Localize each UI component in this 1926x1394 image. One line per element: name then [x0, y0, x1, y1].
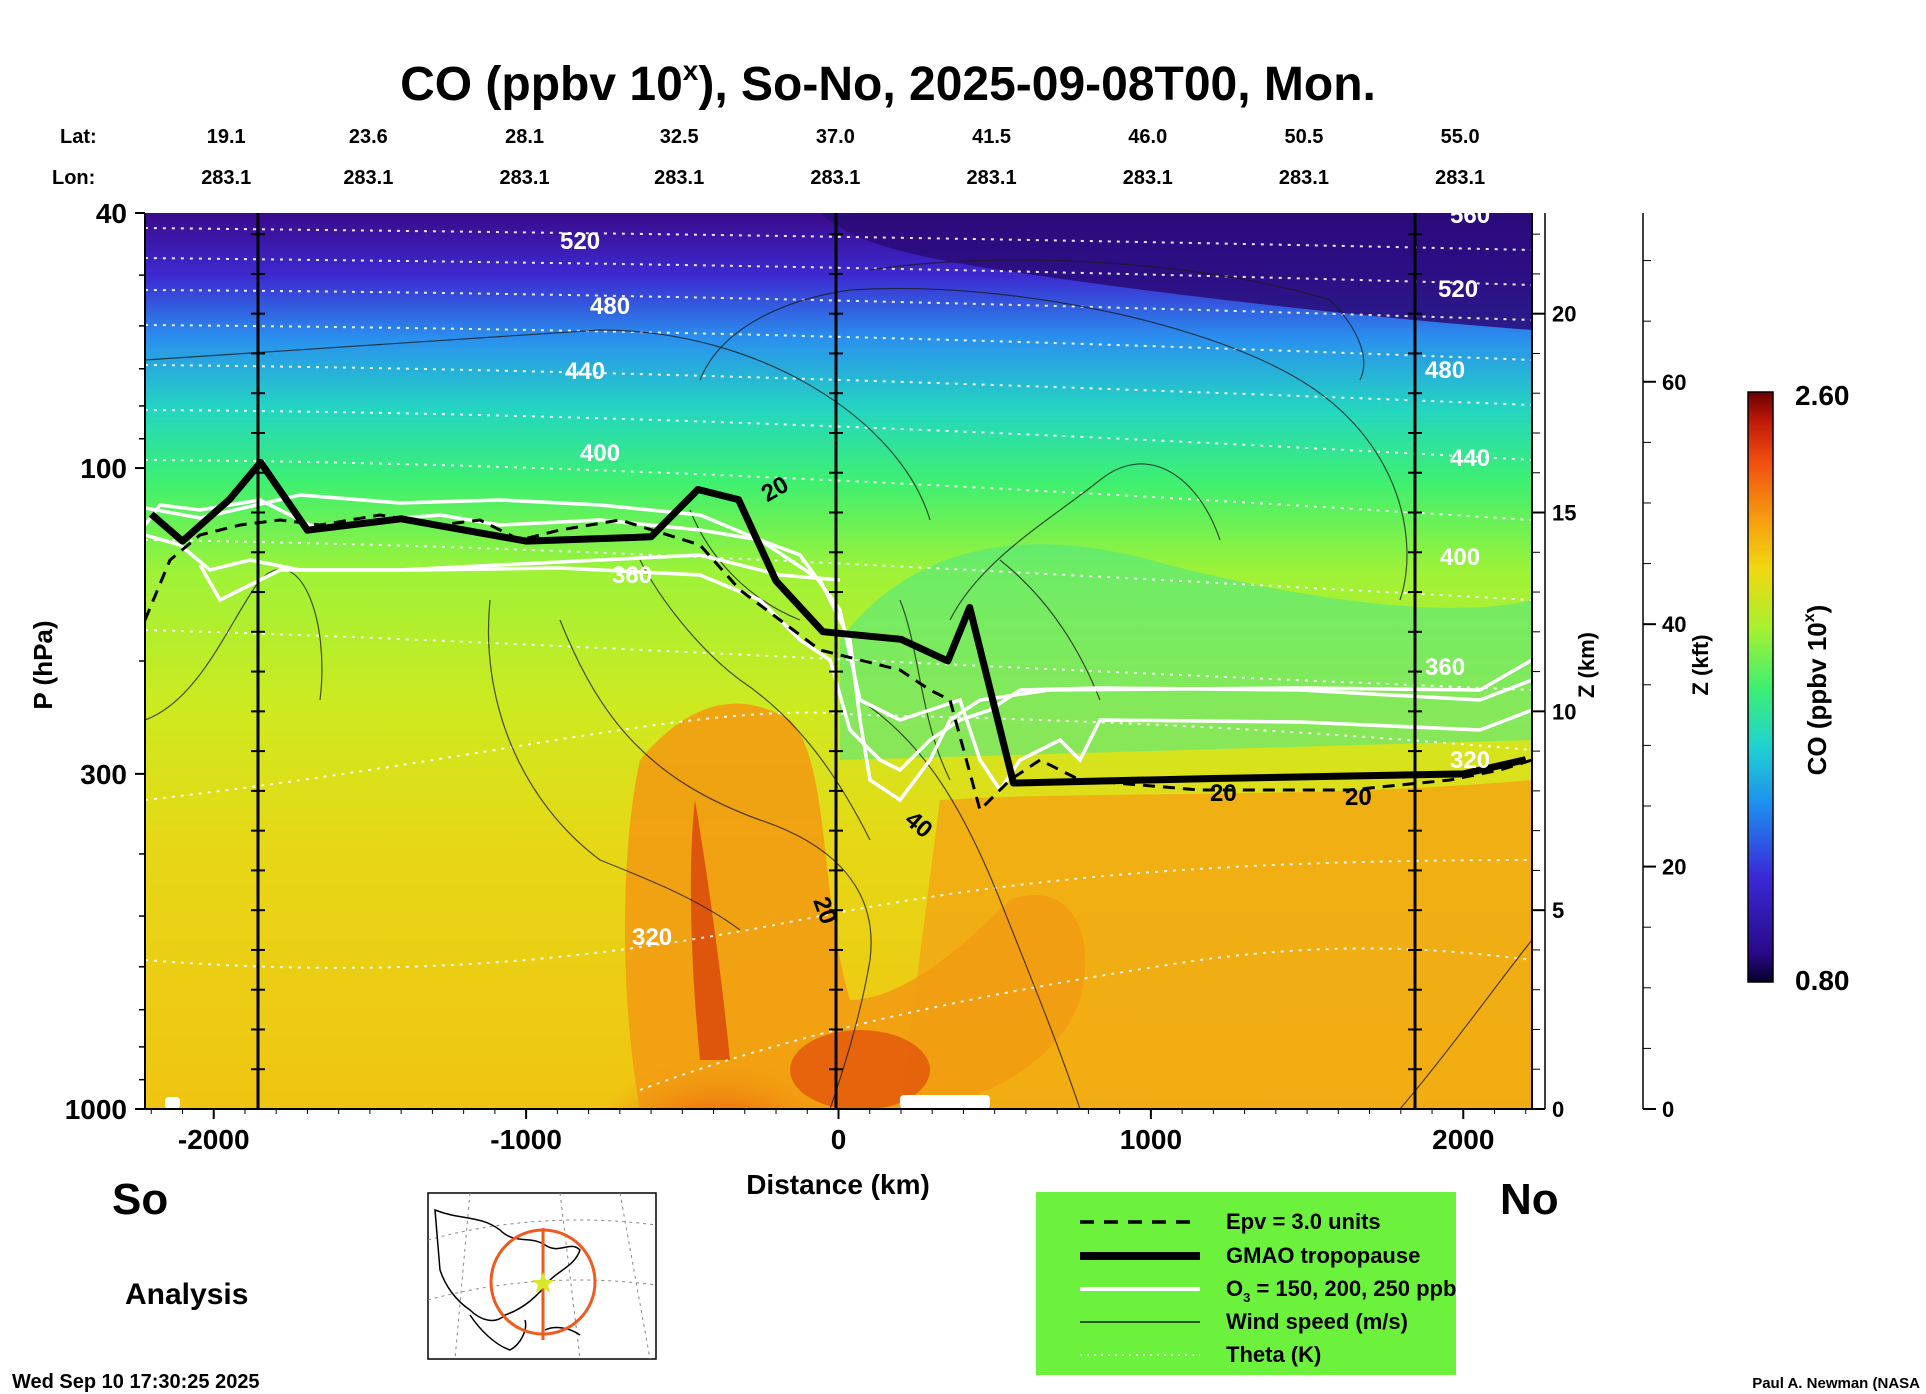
lat-tick-label: 46.0: [1128, 126, 1167, 148]
z-kft-tick-label: 40: [1662, 612, 1686, 637]
tropopause-line: [148, 458, 1527, 787]
y-tick-label: 100: [80, 453, 127, 484]
co-red-column: [690, 800, 730, 1060]
wind-label: 20: [1345, 784, 1372, 811]
x-axis-label: Distance (km): [746, 1169, 930, 1200]
theta-label: 520: [1438, 276, 1478, 303]
lat-label: Lat:: [60, 126, 97, 148]
lon-tick-label: 283.1: [810, 167, 860, 189]
location-map: [427, 1192, 657, 1360]
lat-tick-label: 50.5: [1284, 126, 1323, 148]
lat-tick-label: 23.6: [349, 126, 388, 148]
profile-ticks: [251, 233, 1422, 1071]
theta-label: 360: [1425, 654, 1465, 681]
lon-tick-label: 283.1: [1279, 167, 1329, 189]
blank-patch: [165, 1097, 180, 1109]
z-kft-axis-label: Z (kft): [1688, 634, 1713, 695]
theta-label: 400: [580, 440, 620, 467]
x-tick-label: 0: [831, 1124, 847, 1155]
lon-tick-label: 283.1: [654, 167, 704, 189]
z-km-tick-label: 20: [1552, 302, 1576, 327]
lon-tick-labels: 283.1 283.1 283.1 283.1 283.1 283.1 283.1 283.1…: [201, 167, 1485, 189]
x-tick-label: 1000: [1120, 1124, 1182, 1155]
theta-label: 480: [590, 293, 630, 320]
z-km-tick-label: 5: [1552, 898, 1564, 923]
legend-item-label: Theta (K): [1226, 1342, 1321, 1367]
theta-label: 440: [1450, 445, 1490, 472]
co-low-region: [820, 213, 1532, 330]
plot-area: [145, 213, 1532, 1109]
y-tick-label: 1000: [65, 1094, 127, 1125]
x-tick-label: 2000: [1432, 1124, 1494, 1155]
co-red-blob: [790, 1030, 930, 1109]
colorbar-label: CO (ppbv 10x): [1801, 605, 1832, 776]
x-axis: -2000 -1000 0 1000 2000: [150, 1109, 1527, 1155]
z-kft-tick-label: 60: [1662, 370, 1686, 395]
lon-tick-label: 283.1: [201, 167, 251, 189]
colorbar: [1747, 391, 1774, 983]
z-kft-tick-label: 20: [1662, 855, 1686, 880]
lat-tick-label: 28.1: [505, 126, 544, 148]
colorbar-max-label: 2.60: [1795, 380, 1850, 411]
lat-tick-label: 37.0: [816, 126, 855, 148]
y-tick-label: 40: [96, 198, 127, 229]
legend-item-label: Wind speed (m/s): [1226, 1309, 1408, 1334]
theta-label: 520: [560, 228, 600, 255]
theta-label: 320: [1450, 747, 1490, 774]
analysis-label: Analysis: [125, 1278, 248, 1311]
lon-label: Lon:: [52, 167, 95, 189]
z-kft-axis: 0 20 40 60: [1642, 213, 1686, 1122]
lon-tick-label: 283.1: [1123, 167, 1173, 189]
theta-label: 320: [632, 924, 672, 951]
co-green-region: [840, 544, 1532, 760]
z-km-tick-label: 0: [1552, 1097, 1564, 1122]
lon-tick-label: 283.1: [343, 167, 393, 189]
theta-label: 440: [565, 358, 605, 385]
colorbar-min-label: 0.80: [1795, 965, 1850, 996]
x-tick-label: -1000: [490, 1124, 562, 1155]
lon-tick-label: 283.1: [1435, 167, 1485, 189]
lon-tick-label: 283.1: [500, 167, 550, 189]
wind-label: 20: [1210, 780, 1237, 807]
lat-tick-label: 32.5: [660, 126, 699, 148]
y-tick-label: 300: [80, 759, 127, 790]
lat-tick-labels: 19.1 23.6 28.1 32.5 37.0 41.5 46.0 50.5 55.0: [207, 126, 1480, 148]
lat-tick-label: 55.0: [1441, 126, 1480, 148]
z-km-tick-label: 15: [1552, 501, 1576, 526]
lon-tick-label: 283.1: [967, 167, 1017, 189]
timestamp: Wed Sep 10 17:30:25 2025: [12, 1371, 260, 1393]
theta-label: 560: [1450, 202, 1490, 229]
theta-labels: 560 520 520 480 480 440 440 400 400 360 …: [560, 202, 1490, 951]
z-km-axis-label: Z (km): [1574, 632, 1599, 698]
legend-item-label: Epv = 3.0 units: [1226, 1209, 1381, 1234]
credit: Paul A. Newman (NASA: [1752, 1375, 1920, 1392]
south-label: So: [112, 1175, 168, 1224]
legend-item-label: O3 = 150, 200, 250 ppb: [1226, 1276, 1456, 1305]
chart-title: CO (ppbv 10x), So-No, 2025-09-08T00, Mon…: [400, 55, 1376, 111]
legend-item-label: GMAO tropopause: [1226, 1243, 1420, 1268]
legend: Epv = 3.0 units GMAO tropopause O3 = 150…: [1036, 1192, 1456, 1375]
theta-label: 400: [1440, 544, 1480, 571]
z-km-tick-label: 10: [1552, 699, 1576, 724]
lat-tick-label: 19.1: [207, 126, 246, 148]
y-axis: 40 100 300 1000: [65, 198, 145, 1125]
north-label: No: [1500, 1175, 1559, 1224]
epv-contour: [145, 513, 1532, 813]
z-km-axis: 0 5 10 15 20: [1532, 213, 1576, 1122]
blank-patch: [900, 1095, 990, 1109]
x-tick-label: -2000: [178, 1124, 250, 1155]
z-kft-tick-label: 0: [1662, 1097, 1674, 1122]
y-axis-label: P (hPa): [28, 620, 58, 709]
theta-label: 480: [1425, 357, 1465, 384]
theta-label: 360: [612, 562, 652, 589]
lat-tick-label: 41.5: [972, 126, 1011, 148]
